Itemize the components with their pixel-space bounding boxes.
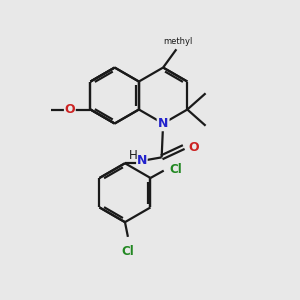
Text: O: O xyxy=(189,141,200,154)
Text: Cl: Cl xyxy=(122,245,134,258)
Text: N: N xyxy=(137,154,147,167)
Text: Cl: Cl xyxy=(169,163,182,176)
Text: N: N xyxy=(158,117,168,130)
Text: O: O xyxy=(64,103,75,116)
Text: H: H xyxy=(129,148,137,161)
Text: methyl: methyl xyxy=(163,38,193,46)
